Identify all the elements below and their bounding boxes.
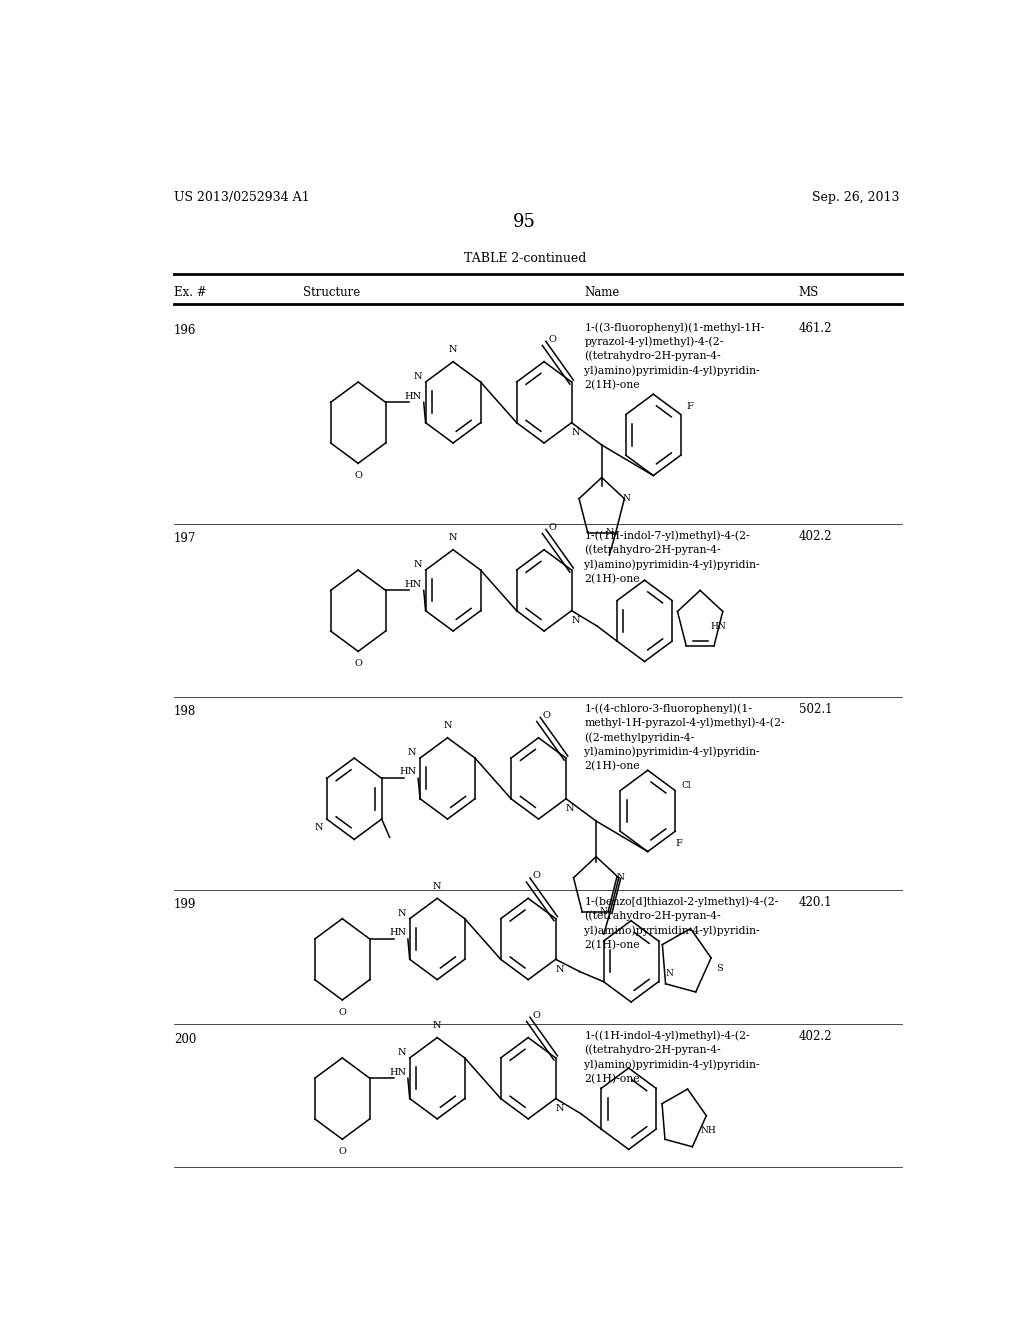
- Text: MS: MS: [799, 286, 819, 300]
- Text: 1-((4-chloro-3-fluorophenyl)(1-
methyl-1H-pyrazol-4-yl)methyl)-4-(2-
((2-methylp: 1-((4-chloro-3-fluorophenyl)(1- methyl-1…: [585, 704, 785, 771]
- Text: Ex. #: Ex. #: [174, 286, 207, 300]
- Text: 199: 199: [174, 899, 197, 911]
- Text: 1-((1H-indol-4-yl)methyl)-4-(2-
((tetrahydro-2H-pyran-4-
yl)amino)pyrimidin-4-yl: 1-((1H-indol-4-yl)methyl)-4-(2- ((tetrah…: [585, 1031, 760, 1084]
- Text: N: N: [555, 965, 564, 974]
- Text: 420.1: 420.1: [799, 896, 833, 909]
- Text: Sep. 26, 2013: Sep. 26, 2013: [812, 191, 899, 203]
- Text: O: O: [532, 871, 540, 880]
- Text: N: N: [397, 1048, 407, 1057]
- Text: N: N: [314, 822, 323, 832]
- Text: 197: 197: [174, 532, 197, 545]
- Text: 198: 198: [174, 705, 197, 718]
- Text: 402.2: 402.2: [799, 1031, 833, 1044]
- Text: Name: Name: [585, 286, 620, 300]
- Text: O: O: [532, 1011, 540, 1020]
- Text: N: N: [408, 748, 417, 758]
- Text: O: O: [338, 1007, 346, 1016]
- Text: HN: HN: [404, 579, 422, 589]
- Text: N: N: [433, 1020, 441, 1030]
- Text: N: N: [622, 494, 630, 503]
- Text: O: O: [548, 335, 556, 343]
- Text: N: N: [555, 1105, 564, 1113]
- Text: O: O: [543, 711, 550, 719]
- Text: N: N: [443, 721, 452, 730]
- Text: HN: HN: [711, 622, 727, 631]
- Text: 200: 200: [174, 1032, 197, 1045]
- Text: 196: 196: [174, 325, 197, 337]
- Text: N: N: [414, 372, 422, 381]
- Text: N: N: [449, 345, 458, 354]
- Text: 461.2: 461.2: [799, 322, 833, 335]
- Text: N: N: [571, 616, 580, 626]
- Text: N: N: [616, 874, 625, 882]
- Text: F: F: [687, 401, 693, 411]
- Text: 95: 95: [513, 214, 537, 231]
- Text: S: S: [716, 964, 722, 973]
- Text: Cl: Cl: [682, 781, 691, 789]
- Text: N: N: [600, 907, 608, 916]
- Text: N: N: [449, 533, 458, 543]
- Text: N: N: [605, 528, 613, 537]
- Text: NH: NH: [700, 1126, 716, 1135]
- Text: HN: HN: [389, 1068, 407, 1077]
- Text: O: O: [338, 1147, 346, 1156]
- Text: 1-((3-fluorophenyl)(1-methyl-1H-
pyrazol-4-yl)methyl)-4-(2-
((tetrahydro-2H-pyra: 1-((3-fluorophenyl)(1-methyl-1H- pyrazol…: [585, 322, 765, 389]
- Text: 502.1: 502.1: [799, 704, 833, 717]
- Text: 1-(benzo[d]thiazol-2-ylmethyl)-4-(2-
((tetrahydro-2H-pyran-4-
yl)amino)pyrimidin: 1-(benzo[d]thiazol-2-ylmethyl)-4-(2- ((t…: [585, 896, 778, 950]
- Text: N: N: [565, 804, 574, 813]
- Text: 1-((1H-indol-7-yl)methyl)-4-(2-
((tetrahydro-2H-pyran-4-
yl)amino)pyrimidin-4-yl: 1-((1H-indol-7-yl)methyl)-4-(2- ((tetrah…: [585, 531, 760, 583]
- Text: HN: HN: [404, 392, 422, 401]
- Text: Structure: Structure: [303, 286, 359, 300]
- Text: HN: HN: [399, 767, 417, 776]
- Text: US 2013/0252934 A1: US 2013/0252934 A1: [174, 191, 309, 203]
- Text: 402.2: 402.2: [799, 531, 833, 544]
- Text: HN: HN: [389, 928, 407, 937]
- Text: O: O: [548, 523, 556, 532]
- Text: F: F: [676, 840, 683, 847]
- Text: N: N: [433, 882, 441, 891]
- Text: N: N: [414, 561, 422, 569]
- Text: N: N: [397, 909, 407, 919]
- Text: O: O: [354, 659, 362, 668]
- Text: N: N: [666, 969, 674, 978]
- Text: O: O: [354, 471, 362, 480]
- Text: TABLE 2-continued: TABLE 2-continued: [464, 252, 586, 265]
- Text: N: N: [571, 428, 580, 437]
